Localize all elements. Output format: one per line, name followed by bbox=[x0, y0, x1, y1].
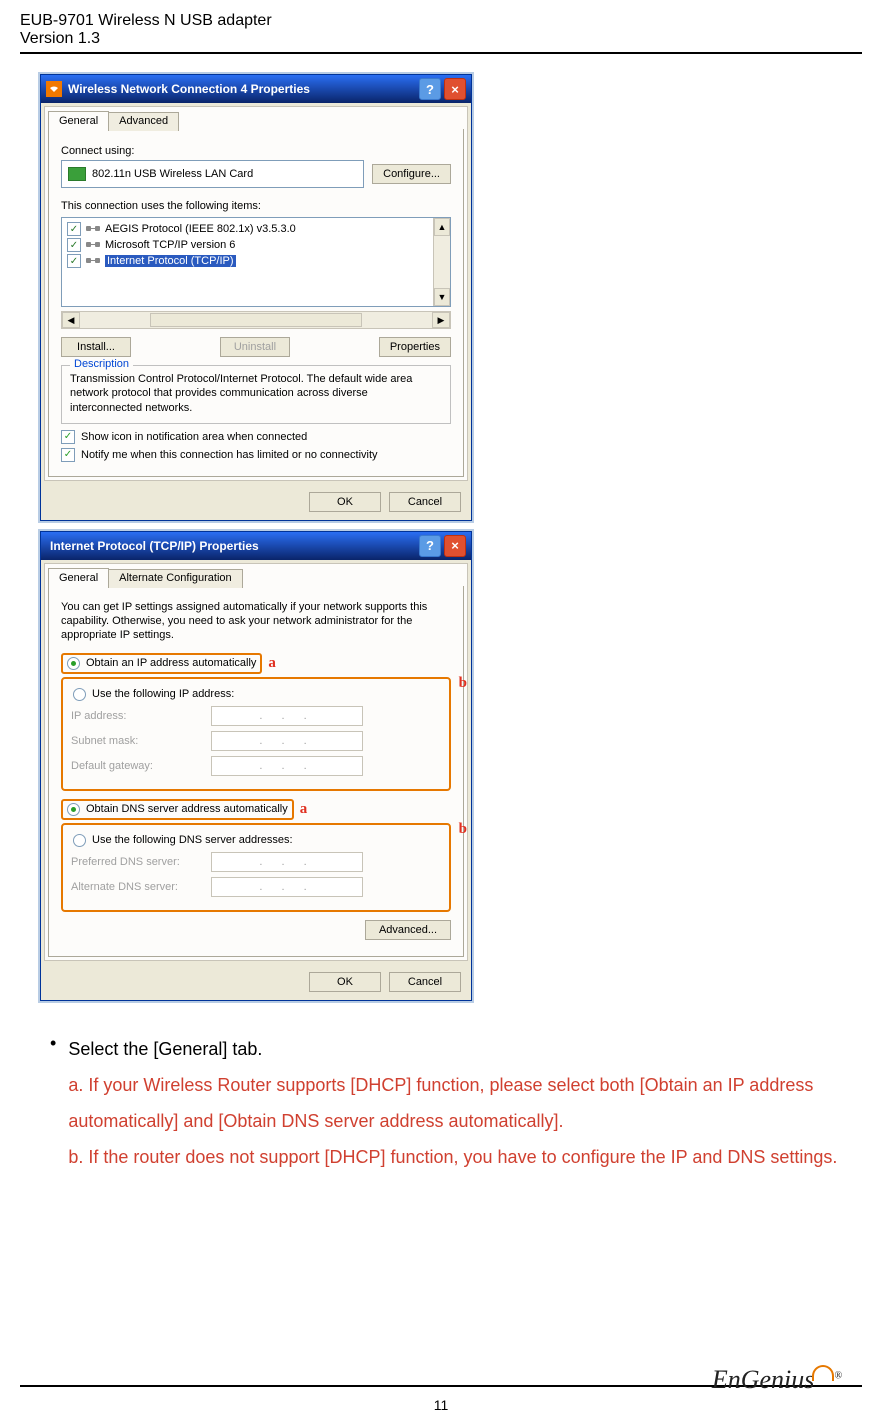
tcpip-properties-dialog: Internet Protocol (TCP/IP) Properties ? … bbox=[40, 531, 472, 1001]
vertical-scrollbar[interactable]: ▲ ▼ bbox=[433, 218, 450, 306]
page-footer: 11 EnGenius® bbox=[20, 1377, 862, 1413]
titlebar[interactable]: Wireless Network Connection 4 Properties… bbox=[41, 75, 471, 103]
radio-obtain-ip[interactable] bbox=[67, 657, 80, 670]
checkbox-notify[interactable]: ✓ bbox=[61, 448, 75, 462]
wireless-icon bbox=[46, 81, 62, 97]
marker-b: b bbox=[459, 675, 467, 692]
annotation-a-top: Obtain an IP address automatically bbox=[61, 653, 262, 674]
protocol-icon bbox=[86, 238, 100, 252]
annotation-b-top-group: b Use the following IP address: IP addre… bbox=[61, 677, 451, 791]
gateway-input: . . . bbox=[211, 756, 363, 776]
dialog-title: Internet Protocol (TCP/IP) Properties bbox=[46, 539, 419, 553]
adapter-field: 802.11n USB Wireless LAN Card bbox=[61, 160, 364, 188]
advanced-button[interactable]: Advanced... bbox=[365, 920, 451, 940]
items-listbox[interactable]: ✓ AEGIS Protocol (IEEE 802.1x) v3.5.3.0 … bbox=[61, 217, 451, 307]
description-legend: Description bbox=[70, 358, 133, 370]
description-text: Transmission Control Protocol/Internet P… bbox=[70, 372, 442, 415]
nic-icon bbox=[68, 167, 86, 181]
titlebar[interactable]: Internet Protocol (TCP/IP) Properties ? … bbox=[41, 532, 471, 560]
tab-alternate[interactable]: Alternate Configuration bbox=[108, 569, 243, 588]
marker-a: a bbox=[268, 655, 276, 672]
ip-address-label: IP address: bbox=[71, 710, 211, 722]
list-item[interactable]: ✓ AEGIS Protocol (IEEE 802.1x) v3.5.3.0 bbox=[65, 221, 430, 237]
list-item[interactable]: ✓ Internet Protocol (TCP/IP) bbox=[65, 253, 430, 269]
annotation-a-bottom: Obtain DNS server address automatically bbox=[61, 799, 294, 820]
properties-button[interactable]: Properties bbox=[379, 337, 451, 357]
radio-obtain-dns[interactable] bbox=[67, 803, 80, 816]
connect-using-label: Connect using: bbox=[61, 145, 451, 157]
items-label: This connection uses the following items… bbox=[61, 200, 451, 212]
help-button[interactable]: ? bbox=[419, 535, 441, 557]
marker-a: a bbox=[300, 801, 308, 818]
configure-button[interactable]: Configure... bbox=[372, 164, 451, 184]
tab-general[interactable]: General bbox=[48, 568, 109, 587]
item-label: Internet Protocol (TCP/IP) bbox=[105, 255, 236, 267]
adapter-name: 802.11n USB Wireless LAN Card bbox=[92, 168, 253, 180]
obtain-dns-label: Obtain DNS server address automatically bbox=[86, 803, 288, 815]
ok-button[interactable]: OK bbox=[309, 972, 381, 992]
instruction-bullet: Select the [General] tab. bbox=[68, 1031, 842, 1067]
pref-dns-label: Preferred DNS server: bbox=[71, 856, 211, 868]
protocol-icon bbox=[86, 222, 100, 236]
header-title: EUB-9701 Wireless N USB adapter bbox=[20, 12, 862, 30]
header-version: Version 1.3 bbox=[20, 30, 862, 48]
subnet-input: . . . bbox=[211, 731, 363, 751]
scroll-down-icon[interactable]: ▼ bbox=[434, 288, 450, 306]
marker-b: b bbox=[459, 821, 467, 838]
scroll-left-icon[interactable]: ◀ bbox=[62, 312, 80, 328]
item-label: Microsoft TCP/IP version 6 bbox=[105, 239, 235, 251]
checkbox-icon[interactable]: ✓ bbox=[67, 238, 81, 252]
tab-general[interactable]: General bbox=[48, 111, 109, 130]
page-number: 11 bbox=[20, 1397, 862, 1413]
pref-dns-input: . . . bbox=[211, 852, 363, 872]
bullet-icon: • bbox=[50, 1031, 56, 1175]
scroll-right-icon[interactable]: ▶ bbox=[432, 312, 450, 328]
use-ip-label: Use the following IP address: bbox=[92, 688, 234, 700]
dialog-title: Wireless Network Connection 4 Properties bbox=[68, 82, 419, 96]
item-label: AEGIS Protocol (IEEE 802.1x) v3.5.3.0 bbox=[105, 223, 296, 235]
radio-use-ip[interactable] bbox=[73, 688, 86, 701]
ip-address-input: . . . bbox=[211, 706, 363, 726]
alt-dns-label: Alternate DNS server: bbox=[71, 881, 211, 893]
checkbox-show-icon[interactable]: ✓ bbox=[61, 430, 75, 444]
cancel-button[interactable]: Cancel bbox=[389, 972, 461, 992]
close-button[interactable]: × bbox=[444, 78, 466, 100]
instruction-a: a. If your Wireless Router supports [DHC… bbox=[68, 1067, 842, 1139]
logo-arc-icon bbox=[812, 1365, 834, 1381]
alt-dns-input: . . . bbox=[211, 877, 363, 897]
ok-button[interactable]: OK bbox=[309, 492, 381, 512]
list-item[interactable]: ✓ Microsoft TCP/IP version 6 bbox=[65, 237, 430, 253]
connection-properties-dialog: Wireless Network Connection 4 Properties… bbox=[40, 74, 472, 521]
radio-use-dns[interactable] bbox=[73, 834, 86, 847]
help-button[interactable]: ? bbox=[419, 78, 441, 100]
checkbox-icon[interactable]: ✓ bbox=[67, 254, 81, 268]
protocol-icon bbox=[86, 254, 100, 268]
use-dns-label: Use the following DNS server addresses: bbox=[92, 834, 293, 846]
install-button[interactable]: Install... bbox=[61, 337, 131, 357]
scroll-up-icon[interactable]: ▲ bbox=[434, 218, 450, 236]
tab-advanced[interactable]: Advanced bbox=[108, 112, 179, 131]
notify-label: Notify me when this connection has limit… bbox=[81, 449, 378, 461]
intro-paragraph: You can get IP settings assigned automat… bbox=[61, 600, 451, 643]
uninstall-button: Uninstall bbox=[220, 337, 290, 357]
close-button[interactable]: × bbox=[444, 535, 466, 557]
instruction-b: b. If the router does not support [DHCP]… bbox=[68, 1139, 842, 1175]
header-rule bbox=[20, 52, 862, 54]
cancel-button[interactable]: Cancel bbox=[389, 492, 461, 512]
annotation-b-bottom-group: b Use the following DNS server addresses… bbox=[61, 823, 451, 912]
checkbox-icon[interactable]: ✓ bbox=[67, 222, 81, 236]
subnet-label: Subnet mask: bbox=[71, 735, 211, 747]
description-group: Description Transmission Control Protoco… bbox=[61, 365, 451, 424]
gateway-label: Default gateway: bbox=[71, 760, 211, 772]
brand-logo: EnGenius® bbox=[712, 1365, 842, 1395]
horizontal-scrollbar[interactable]: ◀ ▶ bbox=[61, 311, 451, 329]
show-icon-label: Show icon in notification area when conn… bbox=[81, 431, 307, 443]
obtain-ip-label: Obtain an IP address automatically bbox=[86, 657, 256, 669]
instructions-block: • Select the [General] tab. a. If your W… bbox=[50, 1031, 842, 1175]
